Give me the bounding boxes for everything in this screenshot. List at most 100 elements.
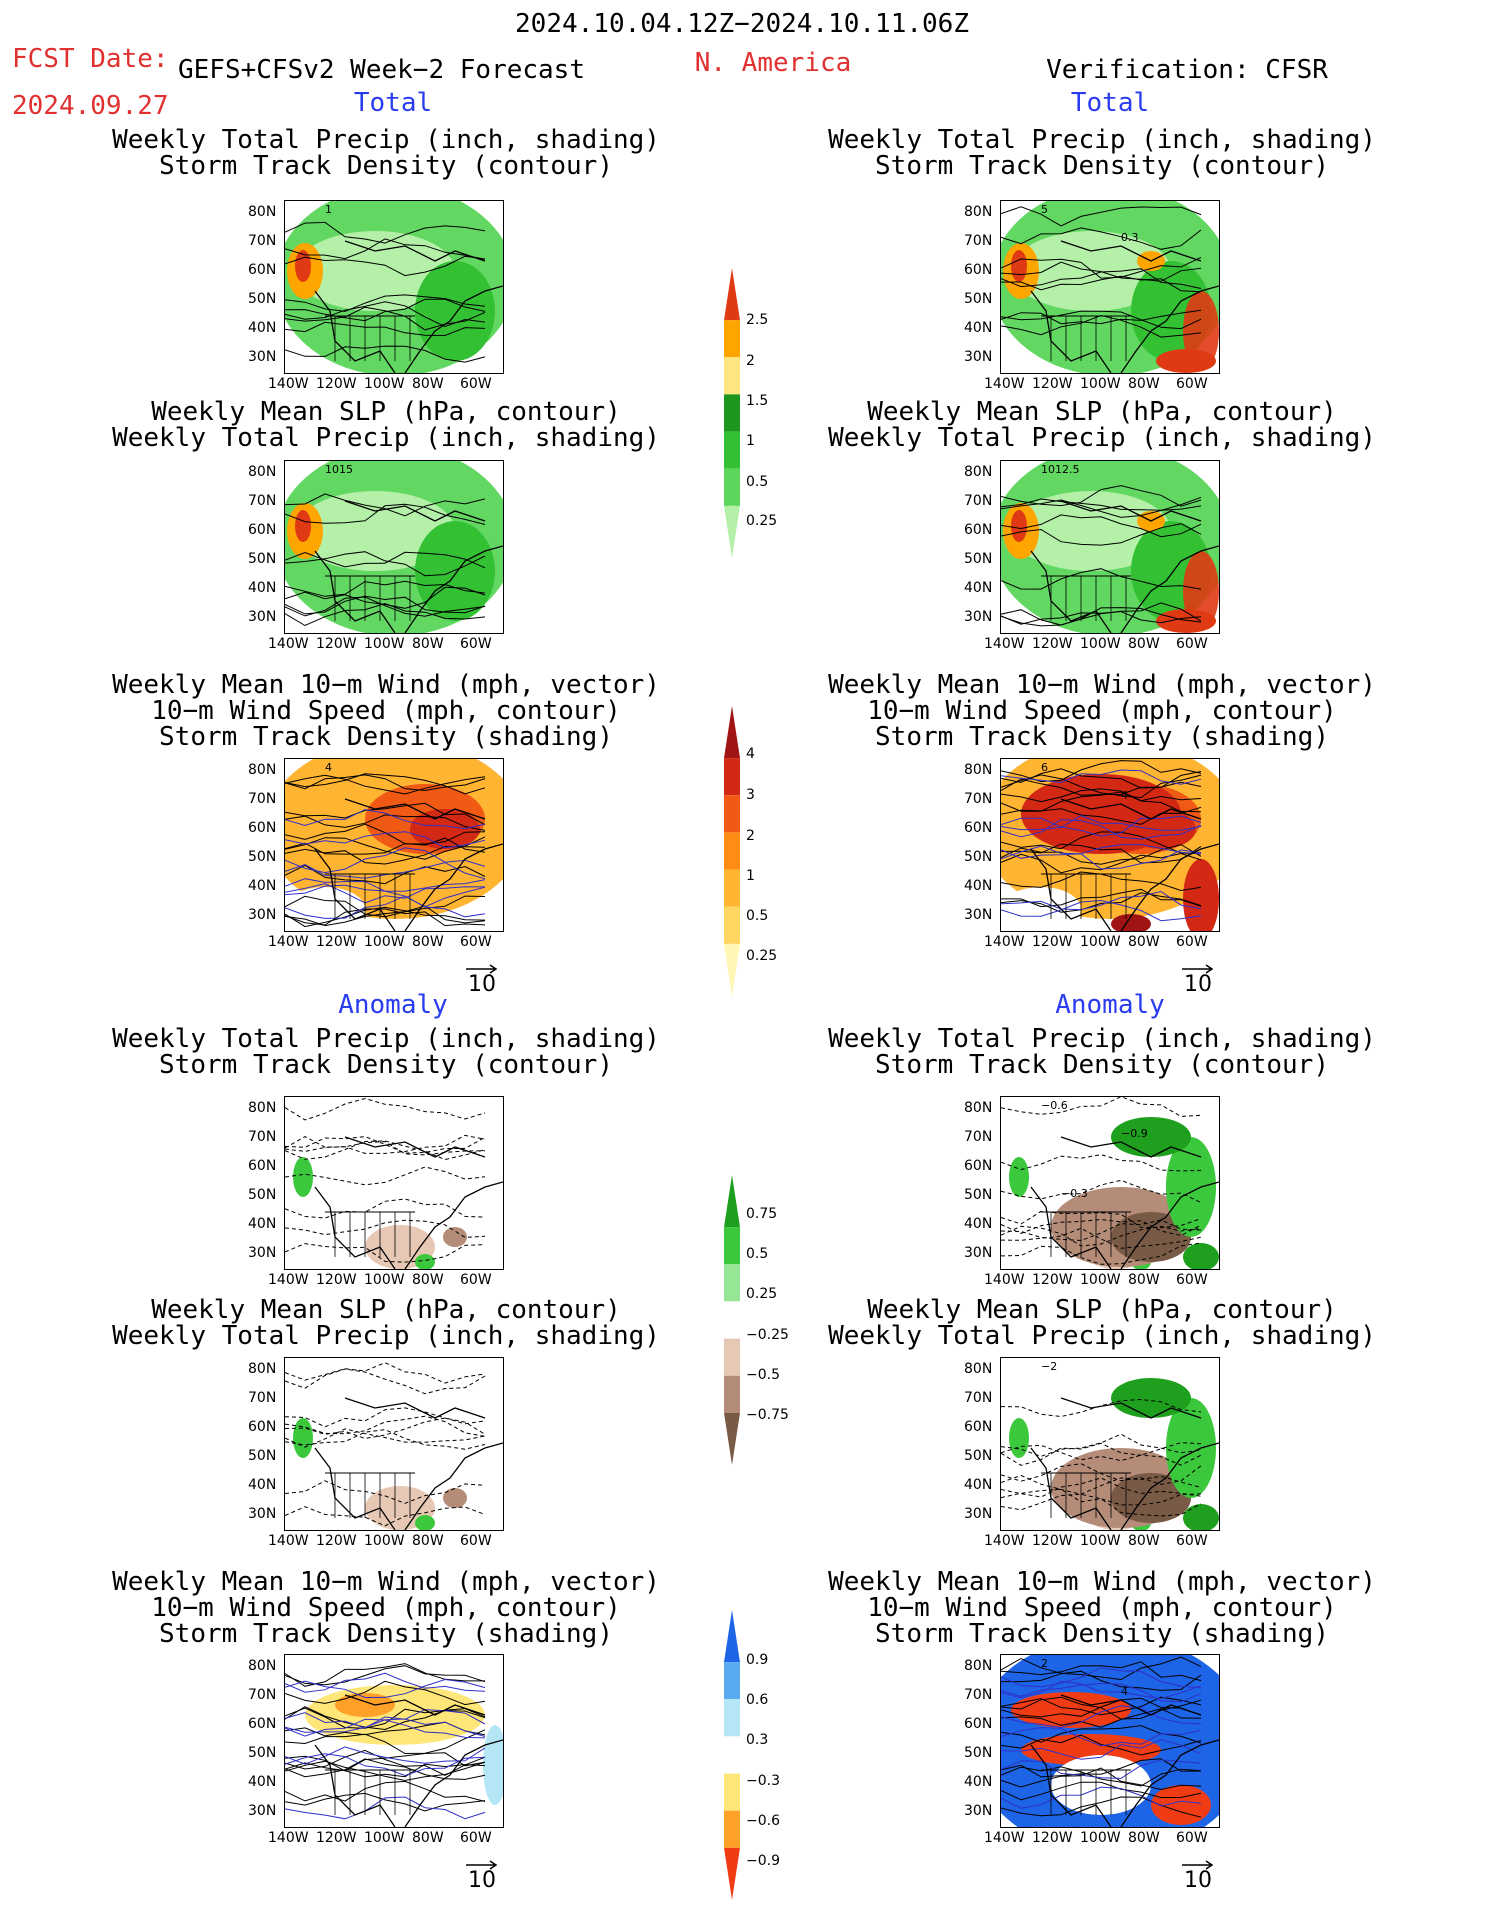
lon-label: 80W	[412, 1533, 444, 1549]
lat-label: 60N	[964, 1716, 993, 1732]
contour-line	[1001, 261, 1202, 282]
panel-title-line: Storm Track Density (shading)	[159, 722, 613, 752]
lat-label: 80N	[964, 762, 993, 778]
colorbar-segment	[724, 431, 740, 469]
coastline	[314, 1397, 503, 1530]
map-canvas: 50.3	[1001, 201, 1219, 373]
panel-title-line: Weekly Total Precip (inch, shading)	[112, 125, 660, 155]
lat-label: 70N	[964, 233, 993, 249]
panel-title-line: Weekly Mean 10−m Wind (mph, vector)	[828, 1567, 1376, 1597]
contour-line	[1001, 769, 1202, 785]
lat-label: 40N	[964, 320, 993, 336]
panel-title-line: 10−m Wind Speed (mph, contour)	[151, 696, 621, 726]
lon-label: 60W	[1176, 1272, 1208, 1288]
lon-label: 60W	[460, 376, 492, 392]
lon-label: 80W	[1128, 376, 1160, 392]
contour-line	[1001, 1680, 1202, 1700]
lat-label: 70N	[248, 1687, 277, 1703]
lat-label: 30N	[964, 1506, 993, 1522]
lat-label: 60N	[964, 262, 993, 278]
contour-line	[1001, 568, 1202, 590]
panel-title-line: Weekly Total Precip (inch, shading)	[828, 1024, 1376, 1054]
contour-line	[1001, 1786, 1202, 1809]
contour-line	[1001, 275, 1202, 293]
contour-line	[285, 1707, 486, 1729]
colorbar-segment	[724, 1301, 740, 1339]
contour-line	[285, 1780, 486, 1802]
lon-label: 120W	[1032, 636, 1073, 652]
contour-label: 1012.5	[1041, 463, 1080, 476]
colorbar-level-label: 0.75	[746, 1206, 778, 1222]
lat-label: 80N	[248, 1100, 277, 1116]
fcst-total-label: Total	[353, 88, 433, 118]
contour-line	[1001, 778, 1202, 796]
panel-title-line: 10−m Wind Speed (mph, contour)	[867, 1593, 1337, 1623]
lat-label: 40N	[964, 580, 993, 596]
contour-line	[285, 298, 486, 322]
lat-label: 60N	[248, 1158, 277, 1174]
lat-label: 80N	[248, 762, 277, 778]
lat-label: 80N	[964, 464, 993, 480]
panel-title-line: Weekly Mean SLP (hPa, contour)	[867, 1295, 1337, 1325]
lon-label: 120W	[1032, 376, 1073, 392]
lon-label: 140W	[984, 1272, 1025, 1288]
contour-line	[285, 1672, 486, 1693]
lat-label: 50N	[248, 1745, 277, 1761]
lon-label: 60W	[460, 636, 492, 652]
ver-anomaly-label: Anomaly	[1055, 990, 1165, 1020]
lon-label: 60W	[1176, 376, 1208, 392]
lon-label: 140W	[268, 636, 309, 652]
shading-blob	[1001, 887, 1081, 931]
contour-line	[285, 1166, 486, 1186]
lat-label: 40N	[248, 320, 277, 336]
lat-label: 70N	[248, 1390, 277, 1406]
colorbar-segment	[724, 268, 740, 321]
colorbar-level-label: 0.5	[746, 474, 769, 490]
contour-line	[285, 1198, 486, 1219]
contour-line	[285, 551, 486, 569]
panel-title-line: Weekly Mean SLP (hPa, contour)	[151, 397, 621, 427]
contour-line	[285, 596, 486, 617]
colorbar-level-label: 0.25	[746, 1286, 778, 1302]
colorbar-level-label: 1	[746, 433, 755, 449]
lon-label: 80W	[1128, 934, 1160, 950]
lat-label: 30N	[964, 349, 993, 365]
lon-label: 100W	[364, 1272, 405, 1288]
contour-line	[1001, 892, 1202, 913]
contour-line	[285, 1680, 486, 1706]
shading-blob	[443, 1227, 467, 1247]
lat-label: 70N	[248, 1129, 277, 1145]
colorbar	[724, 706, 740, 996]
contour-label: 0.3	[1121, 231, 1139, 244]
colorbar-segment	[724, 357, 740, 395]
coastline	[314, 798, 503, 931]
lon-label: 140W	[984, 934, 1025, 950]
shading-blob	[335, 1693, 395, 1717]
panel-title-line: Storm Track Density (contour)	[159, 151, 613, 181]
lon-label: 100W	[364, 376, 405, 392]
panel-title-line: Storm Track Density (shading)	[159, 1619, 613, 1649]
colorbar-segment	[724, 320, 740, 358]
map-panel	[284, 1654, 504, 1828]
lon-label: 80W	[412, 376, 444, 392]
coastline	[314, 500, 503, 633]
contour-line	[1001, 206, 1202, 227]
colorbar-level-label: 3	[746, 787, 755, 803]
shading-blob	[1009, 1157, 1029, 1197]
lat-label: 80N	[964, 1658, 993, 1674]
lat-label: 60N	[964, 1419, 993, 1435]
contour-line	[1001, 514, 1202, 538]
lon-label: 100W	[1080, 1830, 1121, 1846]
contour-label: 1	[325, 203, 332, 216]
contour-line	[285, 878, 486, 892]
panel-title-line: Storm Track Density (contour)	[159, 1050, 613, 1080]
contour-line	[285, 1134, 486, 1154]
lat-label: 30N	[248, 609, 277, 625]
lon-label: 60W	[1176, 636, 1208, 652]
map-canvas: −0.6 −0.9 −0.3	[1001, 1097, 1219, 1269]
lat-label: 60N	[964, 522, 993, 538]
vector-reference-value: 10	[1184, 972, 1212, 997]
colorbar-segment	[724, 1847, 740, 1900]
colorbar-segment	[724, 394, 740, 432]
